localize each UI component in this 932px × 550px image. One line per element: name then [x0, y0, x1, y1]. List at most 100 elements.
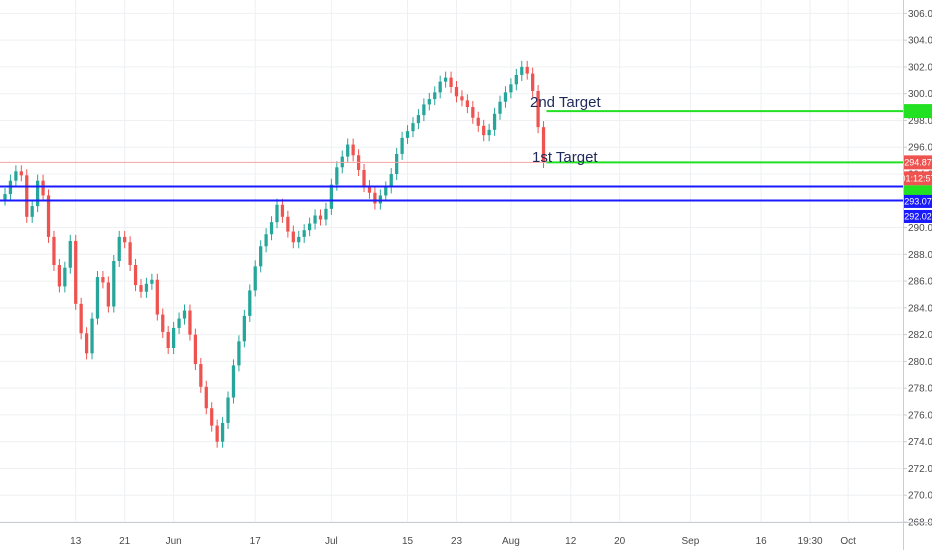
- time-tick-label: 23: [451, 536, 463, 547]
- candle-body: [226, 397, 230, 423]
- candle-body: [144, 283, 149, 292]
- candle-body: [106, 282, 110, 307]
- candle-body: [313, 215, 317, 224]
- time-tick-label: Jul: [325, 536, 338, 547]
- target1-annotation[interactable]: 1st Target: [532, 149, 598, 166]
- candle-body: [112, 261, 116, 307]
- last-price-tag: 294.87: [904, 157, 932, 167]
- price-tick-label: 286.00: [908, 277, 932, 288]
- candle-body: [427, 99, 431, 105]
- level-lines[interactable]: [0, 110, 903, 202]
- support-lower-tag-bg: [904, 210, 932, 224]
- candle-body: [465, 100, 470, 108]
- candle-body: [188, 310, 192, 335]
- candle-body: [95, 277, 100, 319]
- candle-body: [541, 127, 546, 162]
- candle-body: [286, 216, 290, 232]
- candle-body: [253, 266, 257, 291]
- candle-body: [335, 167, 339, 185]
- target2-price-tag-bg: [904, 104, 932, 119]
- candle-body: [41, 180, 45, 196]
- candle-body: [498, 101, 502, 114]
- candle-body: [411, 123, 415, 132]
- candle-body: [19, 171, 23, 176]
- time-tick-label: 21: [119, 536, 131, 547]
- candle-body: [52, 236, 56, 266]
- candle-body: [210, 408, 214, 426]
- candle-body: [280, 204, 285, 217]
- candle-body: [25, 175, 29, 217]
- price-tags: 294.87 01:12:57 293.07 292.02: [900, 104, 932, 224]
- candle-body: [536, 91, 540, 128]
- candle-body: [302, 230, 306, 237]
- candle-body: [14, 171, 18, 181]
- price-tick-label: 280.00: [908, 357, 932, 368]
- candle-body: [139, 285, 143, 292]
- time-tick-label: 19:30: [798, 536, 823, 547]
- price-tick-label: 278.00: [908, 384, 932, 395]
- candles: [3, 60, 546, 448]
- candle-body: [297, 236, 301, 243]
- candle-body: [307, 223, 312, 231]
- price-tick-label: 306.00: [908, 9, 932, 20]
- price-tick-label: 270.00: [908, 491, 932, 502]
- candle-body: [150, 279, 154, 284]
- candle-body: [79, 303, 83, 334]
- candle-body: [520, 66, 524, 75]
- support-lower-tag: 292.02: [904, 212, 932, 222]
- time-tick-label: 13: [70, 536, 82, 547]
- target2-annotation[interactable]: 2nd Target: [530, 94, 601, 111]
- candle-body: [90, 318, 94, 354]
- candle-body: [30, 206, 34, 217]
- time-tick-label: Jun: [166, 536, 182, 547]
- candle-body: [416, 115, 421, 124]
- price-tick-label: 284.00: [908, 303, 932, 314]
- candle-body: [68, 240, 72, 268]
- candle-body: [384, 187, 388, 196]
- price-axis[interactable]: 268.00270.00272.00274.00276.00278.00280.…: [903, 0, 932, 550]
- candle-body: [161, 314, 165, 332]
- candle-body: [259, 246, 263, 267]
- candle-body: [449, 77, 453, 87]
- candle-body: [318, 215, 323, 220]
- candle-body: [242, 315, 246, 342]
- candle-body: [395, 153, 399, 174]
- candle-body: [531, 73, 535, 92]
- candle-body: [367, 186, 372, 193]
- candle-body: [123, 236, 127, 243]
- candle-body: [438, 81, 442, 93]
- candle-body: [3, 194, 7, 200]
- candle-body: [433, 92, 437, 100]
- candle-body: [492, 113, 497, 130]
- candle-body: [101, 277, 105, 283]
- candle-body: [378, 195, 382, 204]
- candle-body: [471, 107, 475, 118]
- price-tick-label: 274.00: [908, 437, 932, 448]
- candle-body: [63, 267, 67, 287]
- time-tick-label: 15: [402, 536, 414, 547]
- candle-body: [509, 84, 513, 93]
- price-tick-label: 288.00: [908, 250, 932, 261]
- price-tick-label: 304.00: [908, 36, 932, 47]
- candle-body: [264, 234, 268, 247]
- candle-body: [182, 310, 187, 319]
- candle-body: [373, 192, 377, 204]
- price-tick-label: 282.00: [908, 330, 932, 341]
- candle-body: [362, 169, 366, 187]
- time-axis[interactable]: 13 21 Jun 17 Jul 15 23 Aug 12 20 Sep 16 19:30 Oct: [0, 522, 932, 548]
- candle-body: [117, 236, 121, 261]
- candle-body: [215, 425, 219, 442]
- countdown-tag-bg: [904, 171, 932, 186]
- candle-body: [476, 117, 480, 126]
- candle-body: [166, 331, 170, 348]
- candle-body: [231, 365, 236, 398]
- candle-body: [351, 144, 355, 156]
- candle-body: [389, 174, 393, 188]
- time-tick-label: Aug: [502, 536, 520, 547]
- time-tick-label: 12: [565, 536, 577, 547]
- time-tick-label: 20: [614, 536, 626, 547]
- price-tick-label: 276.00: [908, 410, 932, 421]
- candle-body: [128, 242, 132, 266]
